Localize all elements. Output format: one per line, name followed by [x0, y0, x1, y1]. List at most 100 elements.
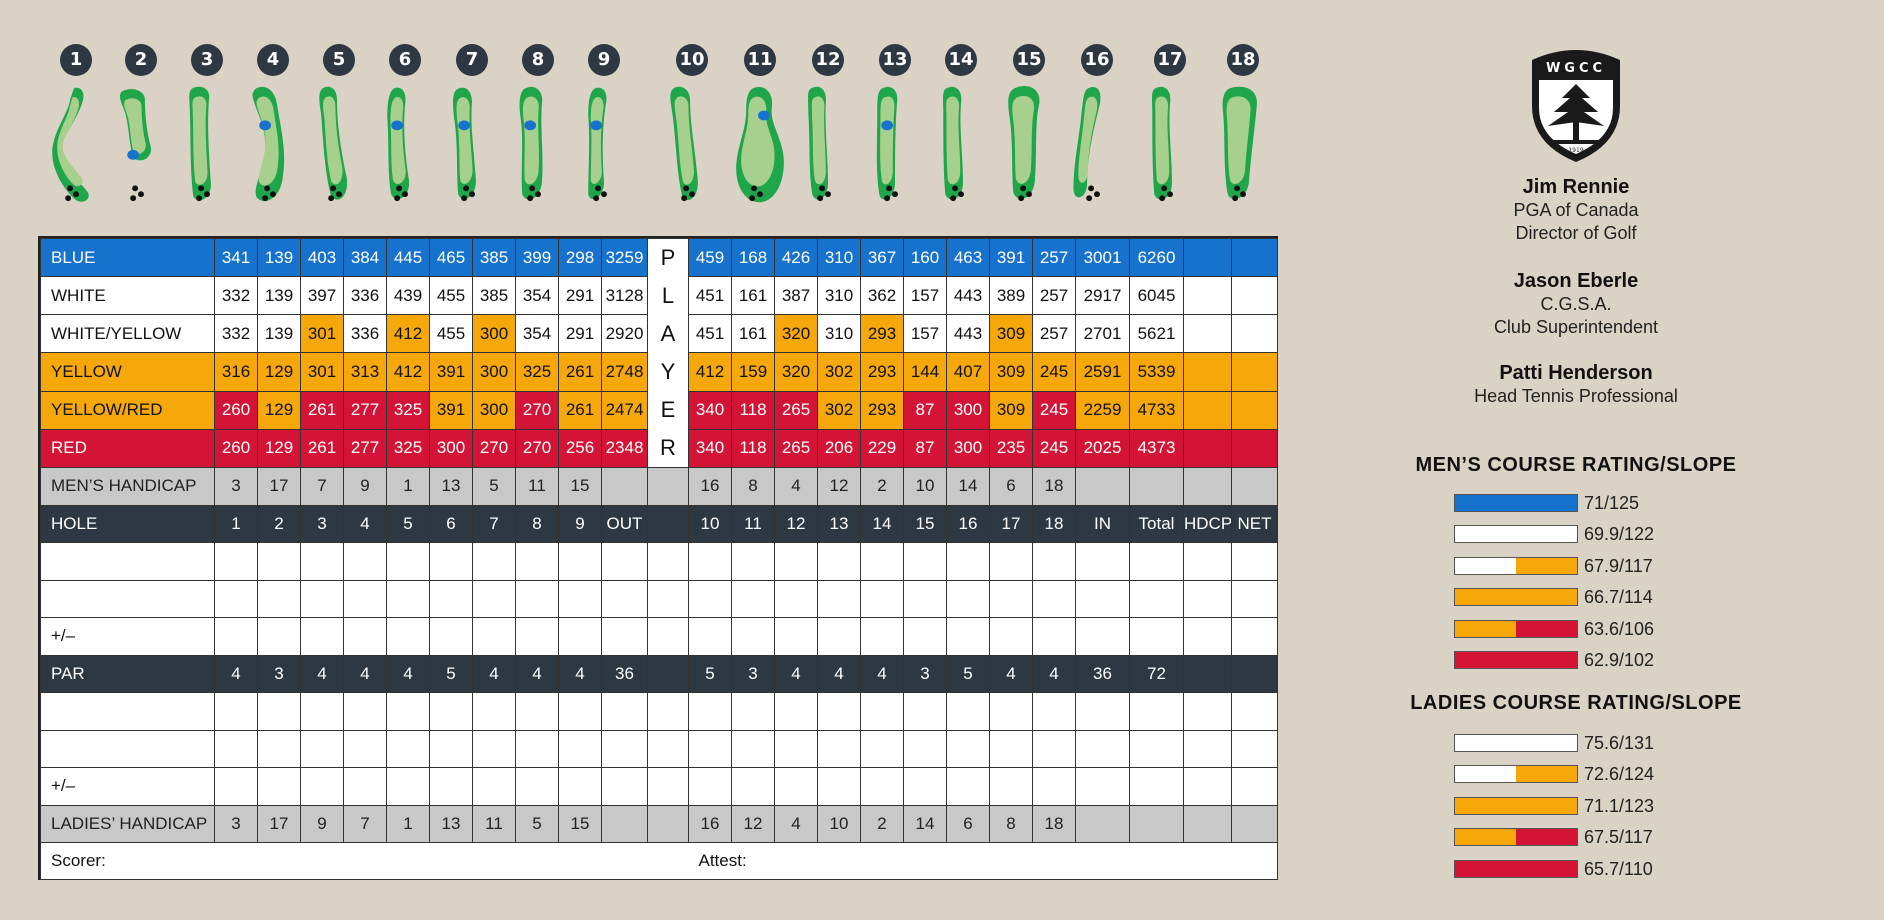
- front-hole-cell[interactable]: [558, 617, 602, 656]
- back-hole-cell[interactable]: [946, 767, 990, 806]
- back-hole-cell[interactable]: [860, 617, 904, 656]
- back-hole-cell[interactable]: [1032, 692, 1076, 731]
- front-hole-cell[interactable]: [343, 729, 387, 768]
- front-hole-cell[interactable]: [300, 767, 344, 806]
- back-hole-cell[interactable]: [817, 767, 861, 806]
- back-hole-cell[interactable]: [860, 579, 904, 618]
- front-hole-cell[interactable]: [343, 542, 387, 581]
- front-hole-cell[interactable]: [386, 767, 430, 806]
- front-hole-cell[interactable]: [386, 729, 430, 768]
- back-hole-cell[interactable]: [946, 542, 990, 581]
- back-hole-cell[interactable]: [903, 692, 947, 731]
- front-hole-cell[interactable]: [214, 692, 258, 731]
- front-hole-cell[interactable]: [515, 579, 559, 618]
- net-cell[interactable]: [1231, 767, 1278, 806]
- back-hole-cell[interactable]: [731, 767, 775, 806]
- back-hole-cell[interactable]: [1032, 729, 1076, 768]
- front-hole-cell[interactable]: [300, 729, 344, 768]
- out-total-cell[interactable]: [601, 692, 648, 731]
- back-hole-cell[interactable]: [817, 542, 861, 581]
- front-hole-cell[interactable]: [515, 767, 559, 806]
- front-hole-cell[interactable]: [343, 579, 387, 618]
- back-hole-cell[interactable]: [817, 692, 861, 731]
- back-hole-cell[interactable]: [817, 579, 861, 618]
- front-hole-cell[interactable]: [429, 617, 473, 656]
- attest-field[interactable]: Attest:: [688, 842, 1278, 880]
- net-cell[interactable]: [1231, 579, 1278, 618]
- back-hole-cell[interactable]: [817, 729, 861, 768]
- back-hole-cell[interactable]: [774, 692, 818, 731]
- front-hole-cell[interactable]: [558, 692, 602, 731]
- front-hole-cell[interactable]: [300, 579, 344, 618]
- in-total-cell[interactable]: [1075, 617, 1130, 656]
- front-hole-cell[interactable]: [343, 767, 387, 806]
- out-total-cell[interactable]: [601, 729, 648, 768]
- back-hole-cell[interactable]: [688, 542, 732, 581]
- back-hole-cell[interactable]: [731, 617, 775, 656]
- front-hole-cell[interactable]: [472, 729, 516, 768]
- hdcp-cell[interactable]: [1183, 579, 1232, 618]
- back-hole-cell[interactable]: [860, 692, 904, 731]
- scorer-field[interactable]: Scorer:: [40, 842, 689, 880]
- back-hole-cell[interactable]: [989, 579, 1033, 618]
- net-cell[interactable]: [1231, 692, 1278, 731]
- back-hole-cell[interactable]: [731, 692, 775, 731]
- front-hole-cell[interactable]: [257, 542, 301, 581]
- back-hole-cell[interactable]: [989, 542, 1033, 581]
- front-hole-cell[interactable]: [515, 692, 559, 731]
- back-hole-cell[interactable]: [903, 542, 947, 581]
- front-hole-cell[interactable]: [214, 767, 258, 806]
- front-hole-cell[interactable]: [343, 692, 387, 731]
- back-hole-cell[interactable]: [903, 767, 947, 806]
- front-hole-cell[interactable]: [429, 542, 473, 581]
- front-hole-cell[interactable]: [429, 579, 473, 618]
- back-hole-cell[interactable]: [688, 729, 732, 768]
- back-hole-cell[interactable]: [774, 767, 818, 806]
- in-total-cell[interactable]: [1075, 579, 1130, 618]
- front-hole-cell[interactable]: [472, 767, 516, 806]
- front-hole-cell[interactable]: [386, 617, 430, 656]
- back-hole-cell[interactable]: [774, 729, 818, 768]
- in-total-cell[interactable]: [1075, 767, 1130, 806]
- front-hole-cell[interactable]: [386, 692, 430, 731]
- back-hole-cell[interactable]: [1032, 617, 1076, 656]
- back-hole-cell[interactable]: [731, 579, 775, 618]
- back-hole-cell[interactable]: [860, 729, 904, 768]
- back-hole-cell[interactable]: [688, 692, 732, 731]
- out-total-cell[interactable]: [601, 617, 648, 656]
- front-hole-cell[interactable]: [472, 692, 516, 731]
- front-hole-cell[interactable]: [515, 617, 559, 656]
- front-hole-cell[interactable]: [257, 617, 301, 656]
- front-hole-cell[interactable]: [257, 692, 301, 731]
- front-hole-cell[interactable]: [472, 617, 516, 656]
- front-hole-cell[interactable]: [515, 542, 559, 581]
- out-total-cell[interactable]: [601, 579, 648, 618]
- front-hole-cell[interactable]: [214, 579, 258, 618]
- in-total-cell[interactable]: [1075, 692, 1130, 731]
- front-hole-cell[interactable]: [472, 542, 516, 581]
- back-hole-cell[interactable]: [903, 579, 947, 618]
- front-hole-cell[interactable]: [472, 579, 516, 618]
- grand-total-cell[interactable]: [1129, 729, 1184, 768]
- front-hole-cell[interactable]: [386, 542, 430, 581]
- back-hole-cell[interactable]: [989, 692, 1033, 731]
- net-cell[interactable]: [1231, 617, 1278, 656]
- back-hole-cell[interactable]: [731, 542, 775, 581]
- back-hole-cell[interactable]: [688, 579, 732, 618]
- front-hole-cell[interactable]: [558, 767, 602, 806]
- hdcp-cell[interactable]: [1183, 729, 1232, 768]
- back-hole-cell[interactable]: [860, 767, 904, 806]
- front-hole-cell[interactable]: [257, 767, 301, 806]
- back-hole-cell[interactable]: [946, 692, 990, 731]
- front-hole-cell[interactable]: [558, 542, 602, 581]
- back-hole-cell[interactable]: [989, 729, 1033, 768]
- front-hole-cell[interactable]: [257, 579, 301, 618]
- back-hole-cell[interactable]: [774, 542, 818, 581]
- hdcp-cell[interactable]: [1183, 767, 1232, 806]
- grand-total-cell[interactable]: [1129, 617, 1184, 656]
- out-total-cell[interactable]: [601, 767, 648, 806]
- back-hole-cell[interactable]: [946, 579, 990, 618]
- front-hole-cell[interactable]: [429, 692, 473, 731]
- back-hole-cell[interactable]: [989, 767, 1033, 806]
- back-hole-cell[interactable]: [731, 729, 775, 768]
